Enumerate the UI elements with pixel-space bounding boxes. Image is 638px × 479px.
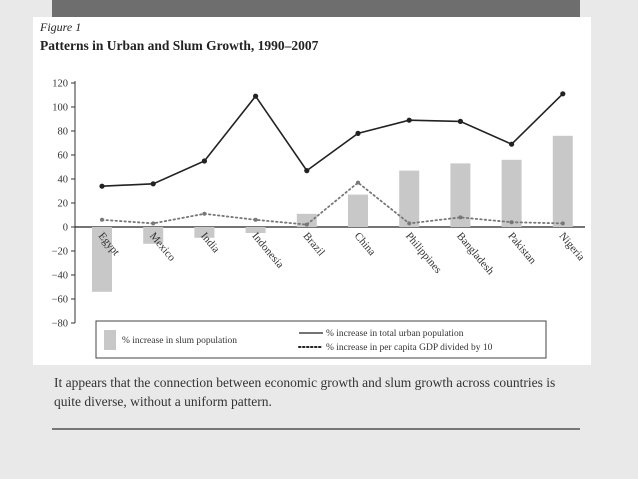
point-urban-brazil <box>304 168 310 174</box>
point-urban-india <box>201 158 207 164</box>
legend-label-slum: % increase in slum population <box>122 336 237 346</box>
point-urban-philippines <box>406 117 412 123</box>
point-gdp-china <box>356 180 360 185</box>
figure-label: Figure 1 <box>40 20 82 34</box>
point-urban-bangladesh <box>457 118 463 124</box>
category-label-nigeria: Nigeria <box>557 230 587 263</box>
bar-slum-pakistan <box>501 159 522 227</box>
bar-slum-philippines <box>399 170 420 227</box>
bar-slum-mexico <box>143 227 164 244</box>
point-urban-egypt <box>99 183 105 189</box>
bar-slum-india <box>194 227 215 238</box>
y-tick-label: −40 <box>52 271 68 282</box>
bar-slum-indonesia <box>245 227 266 233</box>
y-tick-label: −60 <box>52 295 68 306</box>
y-tick-label: 60 <box>58 151 69 162</box>
legend-swatch-slum <box>104 330 116 350</box>
point-urban-pakistan <box>509 141 515 147</box>
y-tick-label: 40 <box>58 175 69 186</box>
line-urban-population <box>101 93 564 187</box>
point-gdp-mexico <box>151 221 156 226</box>
point-urban-nigeria <box>560 91 566 97</box>
point-gdp-nigeria <box>560 221 565 226</box>
category-label-pakistan: Pakistan <box>505 230 538 267</box>
point-urban-mexico <box>150 181 156 187</box>
y-tick-label: −20 <box>52 247 68 258</box>
legend-box <box>95 320 547 359</box>
category-label-philippines: Philippines <box>403 230 444 276</box>
point-gdp-egypt <box>100 217 104 222</box>
point-gdp-bangladesh <box>458 215 463 220</box>
slide-header-bar <box>52 0 580 17</box>
point-urban-china <box>355 130 361 136</box>
bar-slum-nigeria <box>552 135 573 227</box>
y-tick-label: 120 <box>52 79 68 90</box>
line-gdp <box>101 181 564 226</box>
point-gdp-india <box>202 211 207 216</box>
bar-slum-bangladesh <box>450 163 471 227</box>
point-gdp-pakistan <box>509 220 514 225</box>
bar-slum-brazil <box>296 213 317 227</box>
y-tick-label: 20 <box>58 199 69 210</box>
y-tick-label: 100 <box>52 103 68 114</box>
divider-rule <box>52 428 580 430</box>
point-gdp-brazil <box>304 222 309 227</box>
y-tick-label: 0 <box>63 223 68 234</box>
y-tick-label: 80 <box>58 127 69 138</box>
point-urban-indonesia <box>253 93 259 99</box>
category-label-indonesia: Indonesia <box>249 230 286 271</box>
legend-label-urban: % increase in total urban population <box>326 329 464 339</box>
category-label-brazil: Brazil <box>301 230 327 258</box>
figure-panel: Figure 1 Patterns in Urban and Slum Grow… <box>33 17 591 365</box>
category-label-bangladesh: Bangladesh <box>454 230 497 277</box>
bar-slum-egypt <box>92 227 112 292</box>
bar-slum-china <box>348 194 368 227</box>
legend-label-gdp: % increase in per capita GDP divided by … <box>326 343 493 353</box>
point-gdp-indonesia <box>253 217 258 222</box>
point-gdp-philippines <box>407 221 412 226</box>
caption-text: It appears that the connection between e… <box>54 375 556 409</box>
category-label-china: China <box>352 230 378 258</box>
y-tick-label: −80 <box>52 319 68 330</box>
figure-title: Patterns in Urban and Slum Growth, 1990–… <box>40 38 319 53</box>
category-label-india: India <box>198 230 222 255</box>
